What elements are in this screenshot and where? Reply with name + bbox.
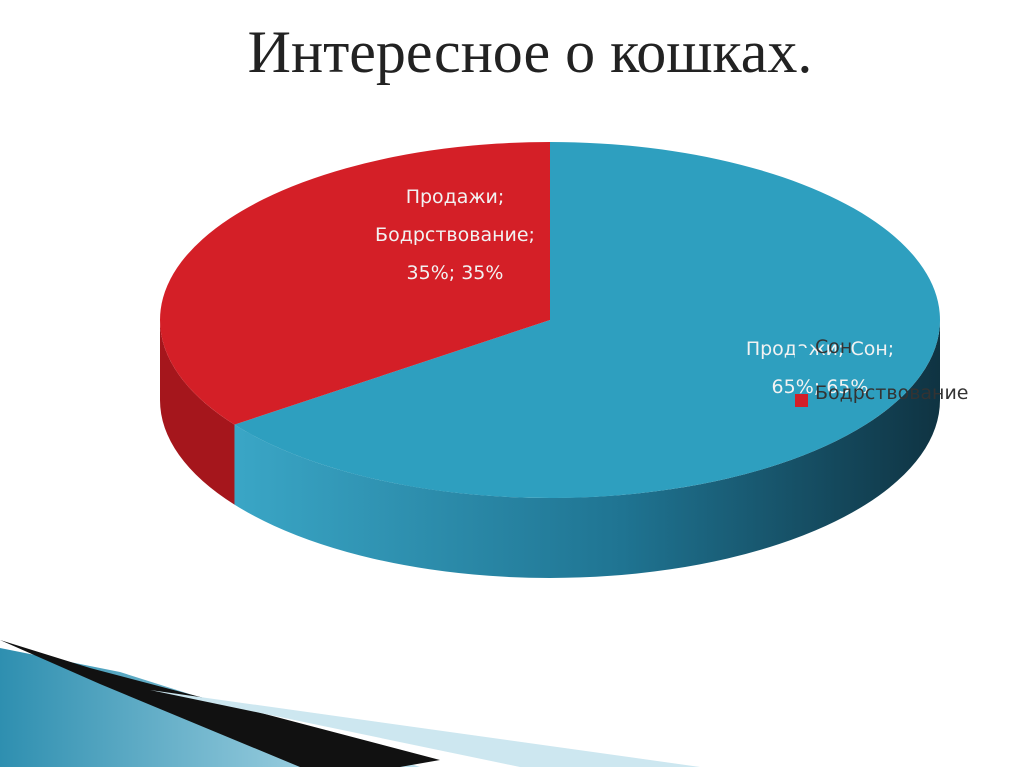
data-label: Продажи; Бодрствование; 35%; 35%	[375, 186, 535, 284]
slide-title: Интересное о кошках.	[247, 19, 813, 85]
data-label: Продажи; Сон; 65%; 65%	[745, 338, 895, 398]
pie	[160, 142, 940, 578]
legend-label: Сон	[815, 336, 853, 358]
slice	[160, 142, 550, 425]
legend-label: Бодрствование	[815, 382, 969, 404]
slice-side	[160, 320, 235, 505]
legend-key	[795, 394, 808, 407]
slice-side	[234, 320, 940, 578]
slice	[234, 142, 940, 499]
decoration	[0, 640, 700, 767]
swoosh-light	[150, 690, 700, 767]
legend-key	[795, 348, 808, 361]
